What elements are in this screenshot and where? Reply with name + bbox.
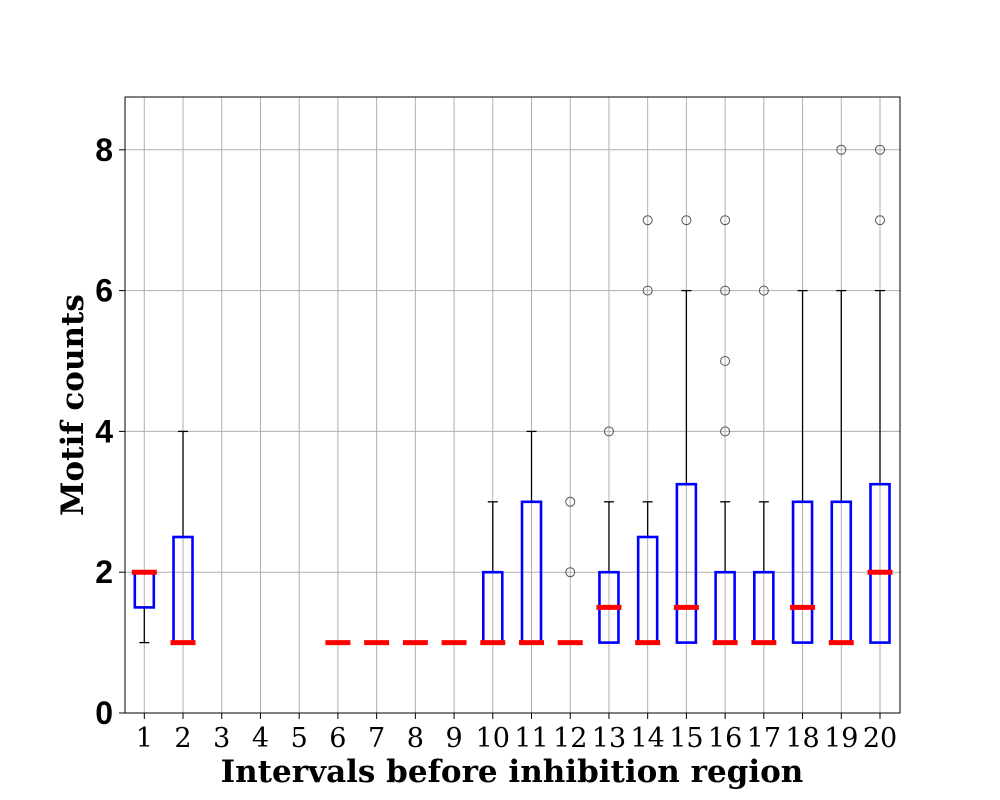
flier-14-7: [642, 215, 653, 226]
flier-19-8: [836, 144, 847, 155]
box-19: [828, 144, 854, 646]
x-tick-label-19: 19: [824, 723, 858, 754]
box-20: [867, 144, 893, 644]
box-13: [596, 426, 622, 644]
box-17: [751, 285, 777, 646]
flier-16-7: [720, 215, 731, 226]
box-15: [673, 215, 699, 644]
box-body-20: [869, 482, 891, 644]
x-tick-label-6: 6: [329, 723, 346, 754]
x-tick-label-7: 7: [368, 723, 385, 754]
flier-16-5: [720, 356, 731, 366]
box-11: [519, 430, 545, 646]
x-tick-label-4: 4: [252, 723, 269, 754]
flier-12-3: [565, 496, 576, 507]
x-tick-label-11: 11: [514, 723, 548, 754]
x-axis-ticks: 1 2 3 4 5 6 7 8 9 10 11 12 13 14 15 16 17 18 19 20: [136, 713, 897, 754]
x-tick-label-2: 2: [174, 723, 191, 754]
x-tick-label-9: 9: [445, 723, 462, 754]
y-tick-label-2: 2: [95, 554, 113, 590]
x-tick-label-15: 15: [669, 723, 703, 754]
box-16: [712, 215, 738, 646]
x-tick-label-14: 14: [630, 723, 664, 754]
x-tick-label-1: 1: [136, 723, 153, 754]
box-18: [790, 289, 816, 644]
box-14: [635, 215, 661, 646]
box-body-15: [675, 482, 698, 644]
y-axis-ticks: 0 2 4 6 8: [95, 132, 125, 731]
flier-16-4: [720, 426, 731, 437]
x-tick-label-17: 17: [747, 723, 781, 754]
flier-12-2: [565, 567, 576, 578]
plot-frame: [124, 96, 901, 714]
x-tick-label-13: 13: [592, 723, 626, 754]
y-tick-label-0: 0: [95, 695, 113, 731]
x-tick-label-5: 5: [291, 723, 308, 754]
box-body-18: [791, 500, 814, 644]
box-series: [131, 144, 893, 646]
y-tick-label-4: 4: [95, 413, 113, 449]
flier-20-7: [875, 215, 885, 226]
y-tick-label-8: 8: [95, 132, 113, 168]
x-tick-label-8: 8: [407, 723, 424, 754]
box-2: [170, 430, 196, 646]
box-12: [557, 496, 583, 646]
x-tick-label-10: 10: [476, 723, 510, 754]
x-tick-label-16: 16: [708, 723, 742, 754]
y-axis-label: Motif counts: [55, 294, 91, 516]
flier-16-6: [720, 285, 731, 296]
box-10: [480, 501, 506, 646]
x-tick-label-20: 20: [863, 723, 897, 754]
flier-17-6: [758, 285, 769, 296]
y-tick-label-6: 6: [95, 273, 113, 309]
x-tick-label-18: 18: [785, 723, 819, 754]
flier-14-6: [642, 285, 653, 296]
x-axis-label: Intervals before inhibition region: [221, 754, 804, 790]
flier-15-7: [681, 215, 692, 226]
grid-lines: [125, 97, 900, 714]
box-1: [131, 569, 157, 644]
x-tick-label-12: 12: [553, 723, 587, 754]
x-tick-label-3: 3: [213, 723, 230, 754]
flier-13-4: [603, 426, 614, 437]
flier-20-8: [875, 144, 885, 155]
